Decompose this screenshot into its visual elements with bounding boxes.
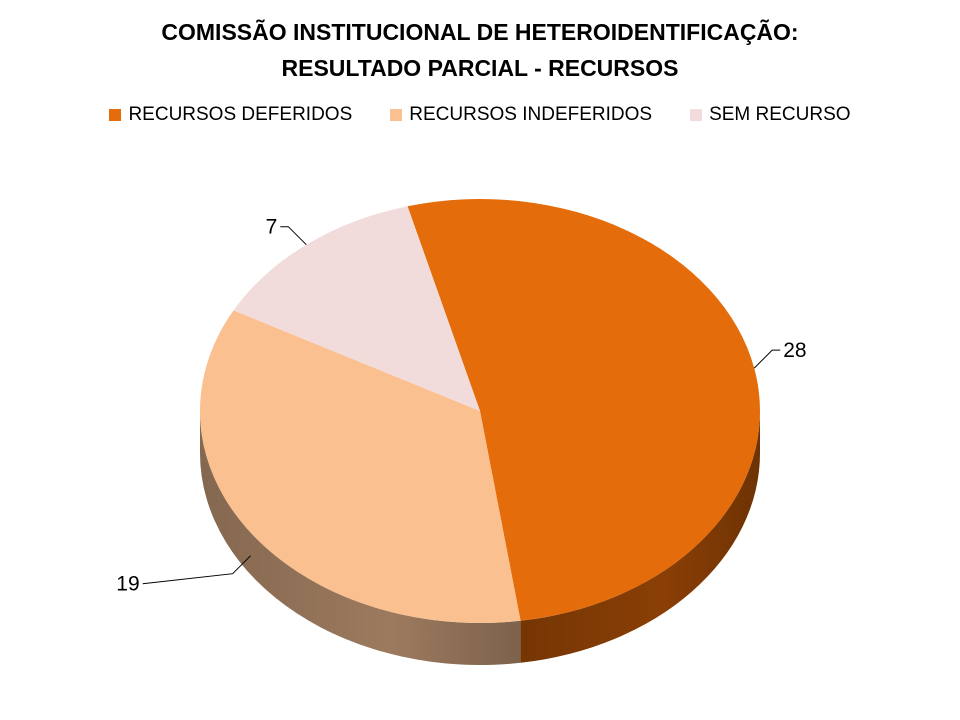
chart-title-line-2: RESULTADO PARCIAL - RECURSOS — [281, 55, 679, 81]
pie-tops — [199, 199, 760, 624]
legend-item-sem-recurso: SEM RECURSO — [690, 104, 851, 126]
leader-line-recursos-deferidos — [753, 349, 781, 369]
chart-title: COMISSÃO INSTITUCIONAL DE HETEROIDENTIFI… — [0, 14, 960, 86]
legend-label-deferidos: RECURSOS DEFERIDOS — [128, 104, 353, 125]
legend-label-sem-recurso: SEM RECURSO — [709, 104, 851, 125]
legend-item-indeferidos: RECURSOS INDEFERIDOS — [390, 104, 652, 126]
pie-slice-recursos-deferidos — [407, 199, 760, 621]
data-label-recursos-indeferidos: 19 — [116, 573, 139, 596]
data-labels: 28 19 7 — [116, 216, 806, 596]
data-label-sem-recurso: 7 — [266, 216, 278, 239]
pie-side-recursos-deferidos-shade — [520, 411, 760, 663]
pie-sides — [200, 411, 760, 665]
leader-line-sem-recurso — [280, 226, 307, 246]
legend-label-indeferidos: RECURSOS INDEFERIDOS — [409, 104, 653, 125]
data-label-recursos-deferidos: 28 — [783, 339, 806, 362]
legend-swatch-deferidos — [109, 109, 122, 121]
pie-slice-recursos-indeferidos — [199, 310, 521, 624]
legend-swatch-indeferidos — [390, 109, 403, 121]
chart-legend: RECURSOS DEFERIDOS RECURSOS INDEFERIDOS … — [0, 104, 960, 126]
leader-lines — [142, 226, 781, 585]
legend-item-deferidos: RECURSOS DEFERIDOS — [109, 104, 352, 126]
leader-line-recursos-indeferidos — [142, 555, 251, 585]
pie-slice-sem-recurso — [233, 206, 480, 411]
legend-swatch-sem-recurso — [690, 109, 703, 121]
chart-title-line-1: COMISSÃO INSTITUCIONAL DE HETEROIDENTIFI… — [161, 19, 799, 45]
pie-side-recursos-indeferidos-shade — [200, 411, 521, 665]
